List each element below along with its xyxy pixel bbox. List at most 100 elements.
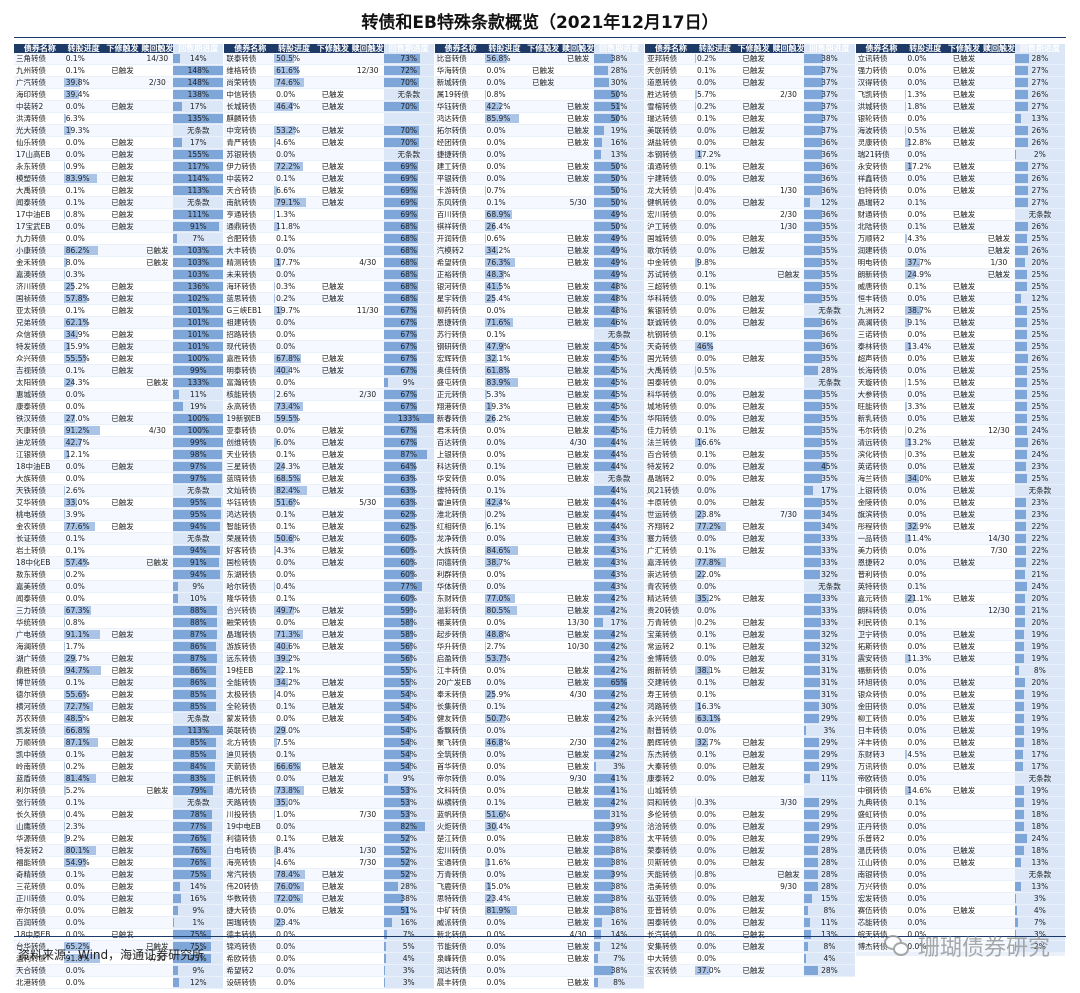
putback-progress: 9%: [173, 965, 224, 976]
cell-value: 43%: [610, 546, 628, 555]
bond-name: 大族转债: [436, 546, 467, 555]
putback-progress: 49%: [594, 209, 645, 220]
redemption-trigger: 已触发: [566, 354, 590, 363]
cell-value: 85%: [189, 750, 207, 759]
putback-bar: [1014, 294, 1021, 303]
conversion-progress: 26.4%: [484, 221, 525, 232]
cell-value: 38%: [610, 882, 628, 891]
conversion-progress: 0.0%: [485, 953, 525, 964]
putback-progress: 36%: [804, 329, 855, 340]
conversion-progress: 0.0%: [274, 941, 314, 952]
bond-name: 岩土转债: [16, 546, 46, 555]
cell-value: 0.1%: [486, 486, 506, 495]
bond-name: 19桂EB: [226, 666, 254, 675]
putback-bar: [804, 414, 822, 423]
table-row: 聚飞转债 46.8% 2/30 42%: [434, 737, 645, 749]
table-row: 国泰转债 0.0% 已触发 11%: [645, 917, 855, 929]
cell-value: 36%: [821, 150, 838, 159]
conversion-progress: 0.0%: [274, 149, 314, 160]
bond-name: 威派转债: [436, 918, 467, 927]
downward-trigger: 已触发: [111, 306, 134, 315]
putback-progress: 无条款: [383, 89, 434, 100]
putback-bar: [173, 210, 224, 219]
cell-value: 0.0%: [696, 138, 716, 147]
conversion-progress: 23.4%: [274, 917, 314, 928]
downward-trigger: 已触发: [742, 738, 765, 747]
bond-name: 帝尔转债: [16, 906, 46, 915]
table-row: 常汽转债 78.4% 已触发 52%: [224, 869, 434, 881]
conversion-progress: 0.0%: [905, 173, 945, 184]
cell-value: 54%: [400, 738, 418, 747]
cell-value: 0.1%: [65, 66, 85, 75]
cell-value: 0.3%: [907, 450, 927, 459]
putback-bar: [173, 378, 224, 387]
cell-value: 0.0%: [907, 726, 927, 735]
conversion-progress: 0.0%: [905, 761, 945, 772]
table-row: 寿王转债 0.1% 31%: [645, 689, 855, 701]
bond-name: 健友转债: [436, 714, 467, 723]
table-row: 东杰转债 0.1% 已触发 29%: [645, 749, 855, 761]
table-row: 奇精转债 0.1% 已触发 75%: [14, 869, 224, 881]
bond-name: 19新钢EB: [226, 414, 261, 423]
putback-bar: [173, 390, 179, 399]
bond-name: 银众转债: [857, 690, 888, 699]
cell-value: 49%: [610, 246, 628, 255]
downward-trigger: 已触发: [321, 186, 345, 195]
putback-progress: 76%: [173, 857, 224, 868]
putback-progress: 42%: [594, 593, 645, 604]
bond-name: 鸿路转债: [647, 702, 678, 711]
cell-value: 0.1%: [486, 702, 506, 711]
cell-value: 0.8%: [65, 618, 85, 627]
bond-name: 香飘转债: [436, 726, 467, 735]
putback-progress: 3%: [1014, 929, 1065, 940]
table-row: 隆华转债 0.1% 60%: [224, 593, 434, 605]
cell-value: 35%: [821, 258, 838, 267]
conversion-progress: 76.0%: [274, 881, 314, 892]
cell-value: 44%: [610, 498, 628, 507]
putback-progress: 7%: [383, 929, 434, 940]
cell-value: 0.1%: [276, 750, 296, 759]
cell-value: 0.0%: [907, 630, 927, 639]
putback-bar: [173, 306, 224, 315]
cell-value: 0.0%: [696, 918, 716, 927]
cell-value: 0.1%: [65, 750, 85, 759]
cell-value: 0.0%: [907, 150, 927, 159]
putback-bar: [804, 906, 809, 915]
table-row: 皖天转债 0.0% 3%: [855, 929, 1065, 941]
column-header: 转股进度: [67, 44, 100, 53]
conversion-progress: 72.7%: [63, 701, 104, 712]
cell-value: 44%: [610, 438, 628, 447]
cell-value: 148%: [187, 78, 210, 87]
putback-bar: [173, 246, 224, 255]
conversion-bar: [63, 426, 101, 435]
bond-name: 法兰转债: [647, 438, 678, 447]
cell-value: 0.8%: [65, 210, 85, 219]
putback-progress: 19%: [1014, 641, 1065, 652]
conversion-progress: 72.0%: [274, 893, 314, 904]
conversion-progress: 71.6%: [484, 317, 525, 328]
cell-value: 无条款: [818, 378, 841, 387]
cell-value: 101%: [187, 318, 210, 327]
bond-name: 白电转债: [226, 846, 257, 855]
putback-progress: 25%: [1014, 329, 1065, 340]
conversion-progress: 0.0%: [485, 833, 525, 844]
putback-bar: [804, 198, 811, 207]
putback-progress: 48%: [594, 293, 645, 304]
putback-progress: 33%: [804, 545, 855, 556]
downward-trigger: 已触发: [952, 750, 976, 759]
cell-value: 1.3%: [907, 90, 927, 99]
putback-progress: 54%: [383, 761, 434, 772]
cell-value: 0.4%: [276, 582, 296, 591]
bond-name: 嘉美转债: [16, 582, 46, 591]
downward-trigger: 已触发: [111, 498, 134, 507]
cell-value: 4.6%: [276, 858, 296, 867]
cell-value: 8%: [1033, 666, 1046, 675]
downward-trigger: 已触发: [321, 870, 345, 879]
cell-value: 17.2%: [907, 162, 932, 171]
table-row: 长集转债 0.1% 42%: [434, 701, 645, 713]
conversion-progress: 0.0%: [64, 905, 104, 916]
conversion-bar: [63, 858, 86, 867]
putback-progress: 33%: [804, 557, 855, 568]
downward-trigger: 已触发: [742, 234, 765, 243]
putback-progress: 20%: [1014, 677, 1065, 688]
